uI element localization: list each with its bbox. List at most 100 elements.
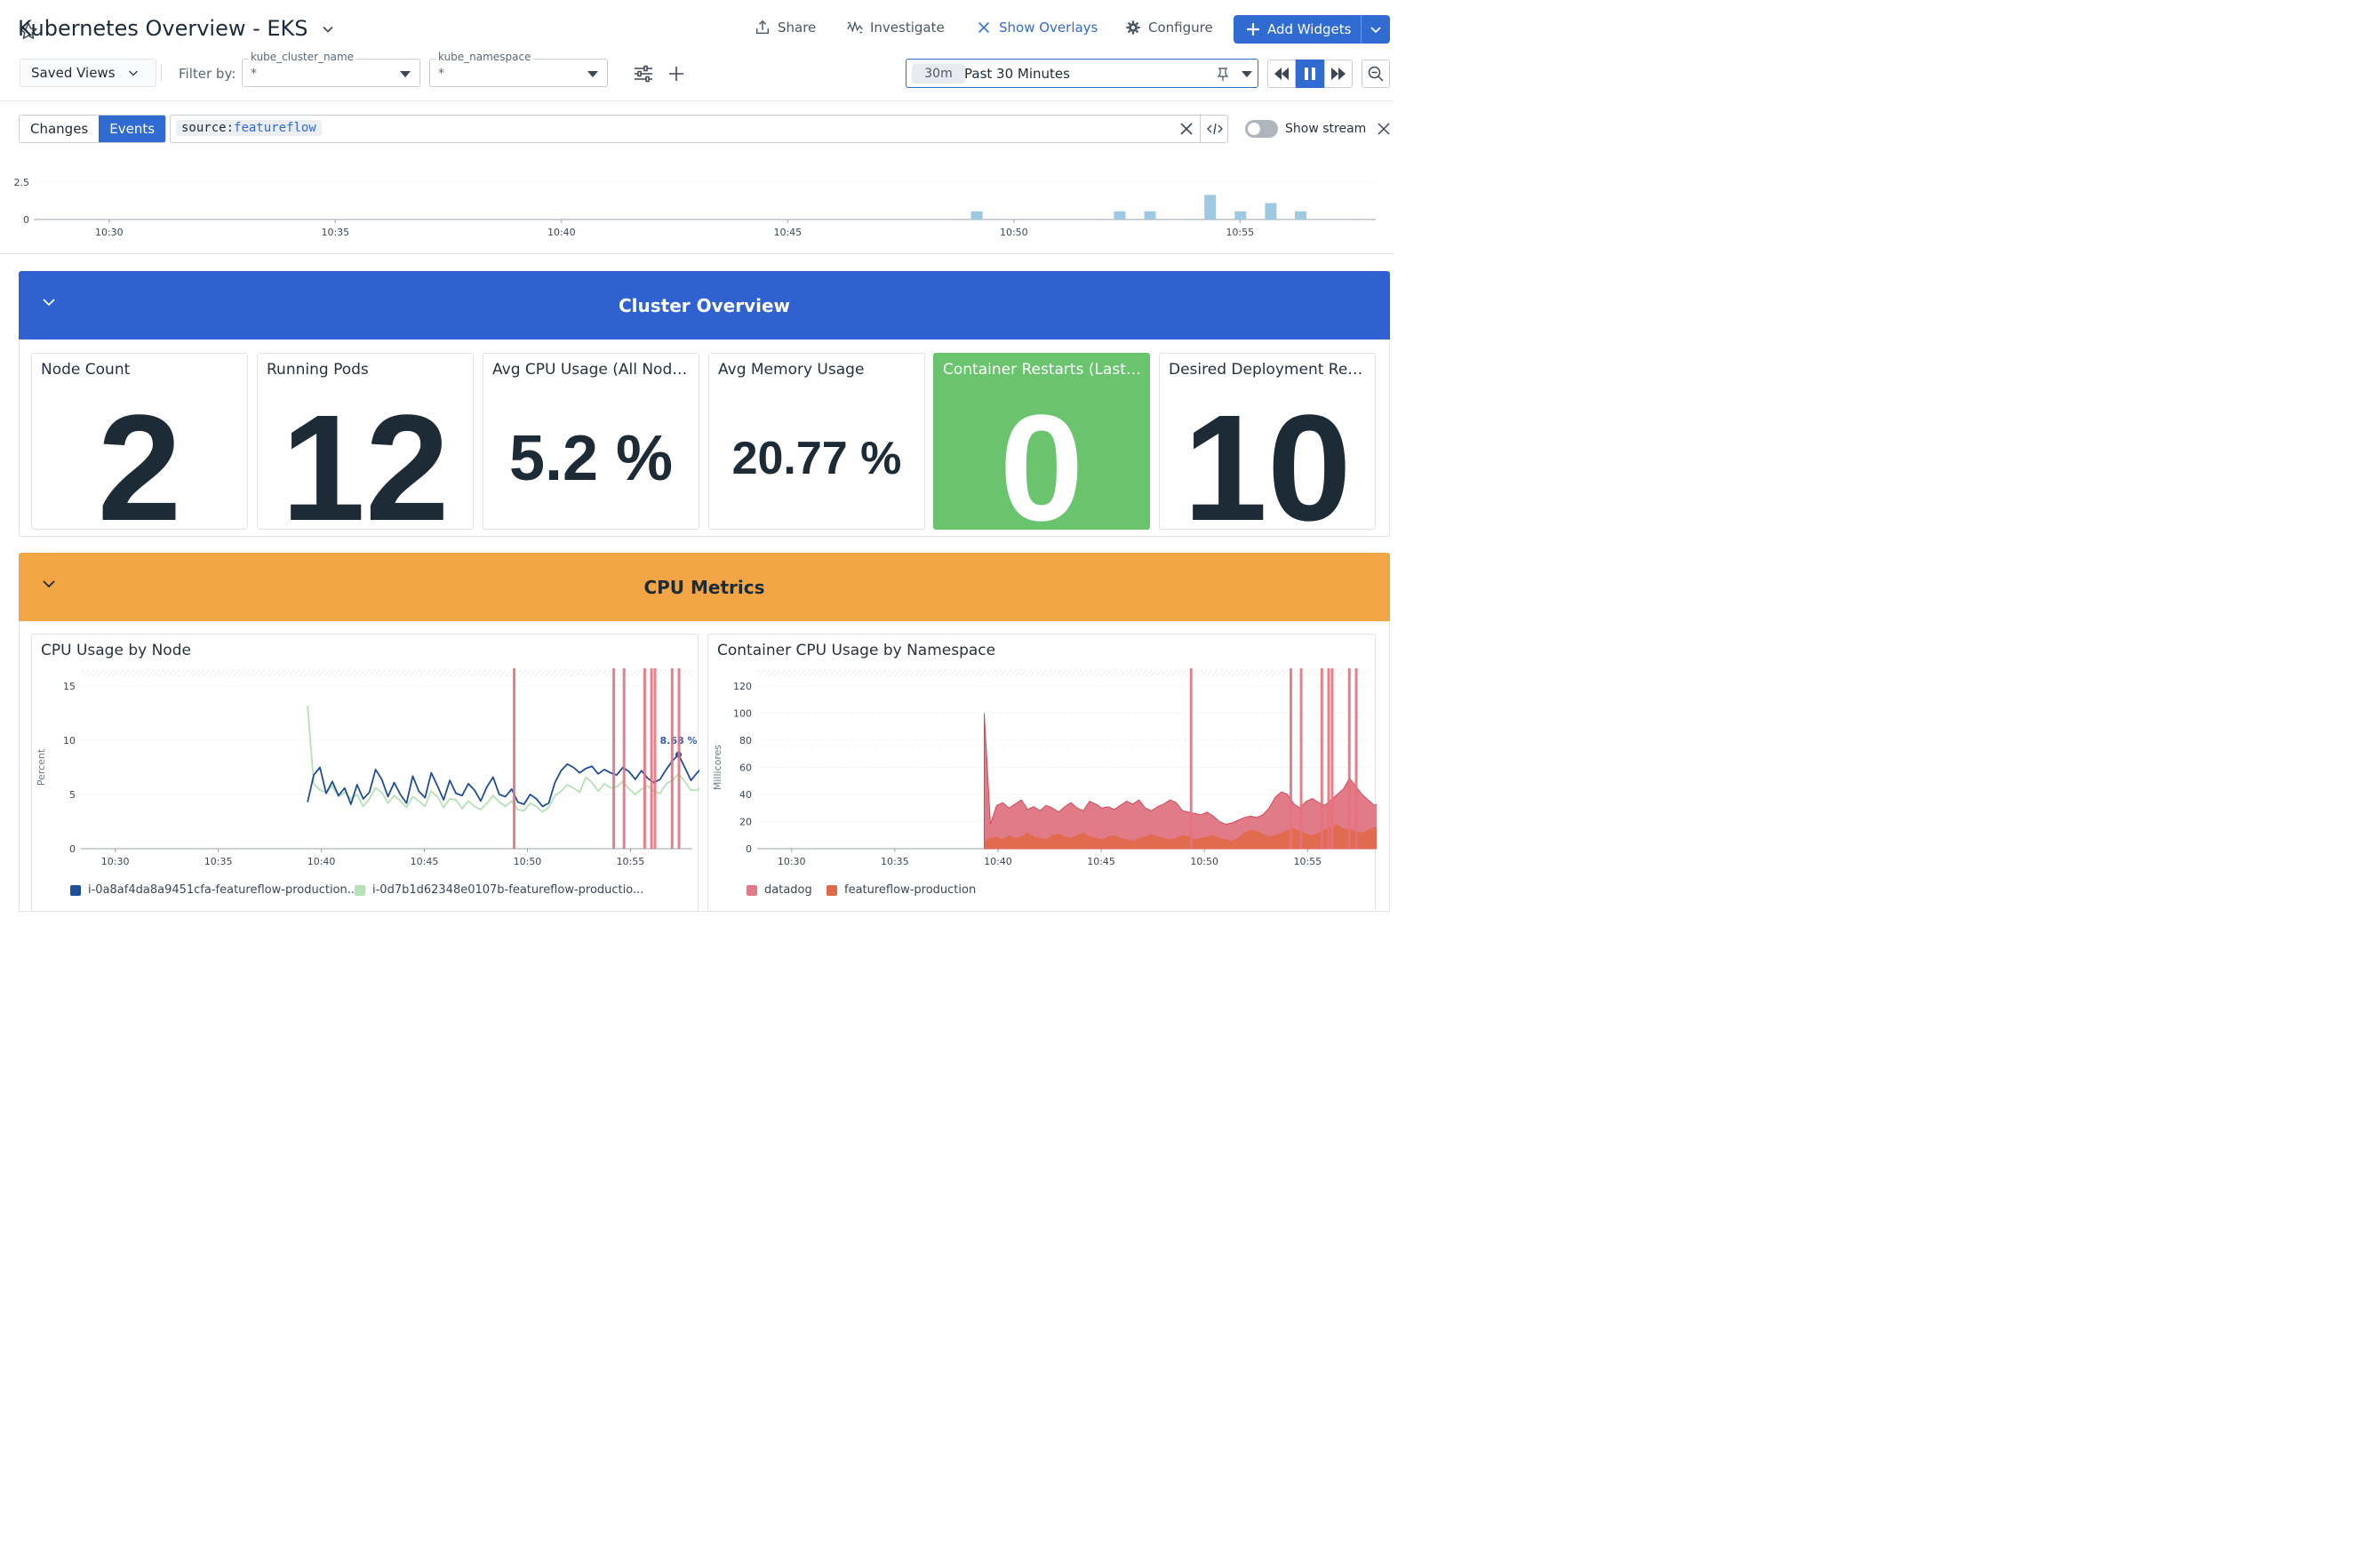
legend-item[interactable]: i-0a8af4da8a9451cfa-featureflow-producti… (70, 883, 358, 897)
show-overlays-button[interactable]: Show Overlays (976, 20, 1098, 36)
y-axis-label: Millicores (712, 745, 723, 791)
y-tick-label: 20 (739, 817, 752, 828)
x-tick-label: 10:35 (321, 227, 349, 238)
event-marker (677, 668, 681, 849)
area-datadog (983, 713, 1377, 850)
cpu-usage-by-node-chart[interactable]: 15 10 5 0 Percent 10:30 10:35 10:40 10:45 10:50 10… (32, 666, 699, 888)
event-marker (643, 668, 646, 849)
close-events-icon[interactable] (1377, 122, 1391, 140)
rewind-button[interactable] (1267, 60, 1296, 88)
stat-card[interactable]: Avg CPU Usage (All Nodes) 5.2 % (483, 353, 699, 530)
tab-events[interactable]: Events (99, 116, 166, 142)
cpu-usage-by-node-widget[interactable]: CPU Usage by Node 15 10 5 0 Percent 10:30 10:3… (31, 634, 699, 912)
event-histogram: 2.5 0 10:30 10:35 10:40 10:45 10:50 10:55 (14, 177, 1376, 238)
legend-item[interactable]: featureflow-production (827, 883, 976, 897)
configure-button[interactable]: Configure (1125, 20, 1213, 36)
x-tick-label: 10:30 (778, 856, 806, 867)
investigate-icon (847, 20, 863, 34)
event-search-input[interactable]: source:featureflow (170, 115, 1228, 143)
rewind-icon (1274, 68, 1289, 80)
event-marker (622, 668, 626, 849)
kube-namespace-filter[interactable]: kube_namespace * (429, 51, 608, 87)
x-tick-label: 10:55 (617, 856, 645, 867)
saved-views-dropdown[interactable]: Saved Views (20, 59, 156, 87)
stat-card[interactable]: Running Pods 12 (257, 353, 474, 544)
x-tick-label: 10:55 (1293, 856, 1322, 867)
y-tick-label: 80 (739, 735, 752, 747)
add-widgets-dropdown[interactable] (1362, 15, 1390, 44)
filter-by-label: Filter by: (179, 66, 236, 82)
fast-forward-icon (1331, 68, 1346, 80)
stat-number: 20.77 (731, 433, 848, 484)
kube-cluster-name-filter[interactable]: kube_cluster_name * (242, 51, 420, 87)
time-range-picker[interactable]: 30m Past 30 Minutes (906, 59, 1258, 88)
stat-card[interactable]: Desired Deployment Repl... 10 (1159, 353, 1376, 544)
y-tick-label: 10 (63, 735, 76, 747)
fast-forward-button[interactable] (1324, 60, 1353, 88)
dashboard-title[interactable]: Kubernetes Overview - EKS (18, 16, 334, 41)
chevron-down-icon (128, 70, 138, 76)
event-bar (1114, 211, 1126, 220)
y-tick-label: 100 (733, 708, 752, 720)
chevron-down-icon[interactable] (42, 296, 56, 308)
y-tick-label: 60 (739, 763, 752, 774)
legend-swatch (747, 884, 757, 896)
pause-icon (1305, 68, 1315, 80)
cpu-metrics-body (19, 621, 1390, 912)
legend-label: datadog (764, 883, 812, 897)
code-icon (1206, 123, 1223, 135)
gear-icon (1126, 20, 1140, 35)
event-marker (1347, 668, 1351, 849)
x-tick-label: 10:35 (881, 856, 909, 867)
chevron-down-icon[interactable] (322, 23, 334, 36)
query-token[interactable]: source:featureflow (176, 120, 322, 136)
container-cpu-by-namespace-chart[interactable]: 120 100 80 60 40 20 0 Millicores 10:30 10:35 10:40… (708, 666, 1377, 888)
legend-item[interactable]: datadog (747, 883, 812, 897)
pause-button[interactable] (1296, 60, 1324, 88)
stat-number: 0 (999, 384, 1084, 554)
stat-card[interactable]: Container Restarts (Last ... 0 (933, 353, 1150, 544)
stat-title: Container Restarts (Last ... (943, 361, 1144, 379)
filter-label: kube_namespace (435, 51, 534, 63)
add-widgets-button[interactable]: Add Widgets (1234, 15, 1390, 44)
x-tick-label: 10:35 (204, 856, 233, 867)
legend-swatch (355, 884, 365, 896)
code-toggle[interactable] (1200, 116, 1228, 142)
chevron-down-icon[interactable] (42, 578, 56, 590)
star-icon[interactable] (19, 21, 38, 44)
clear-icon[interactable] (1179, 122, 1194, 136)
event-bar (1144, 211, 1156, 220)
x-tick-label: 10:55 (1226, 227, 1254, 238)
divider (161, 64, 162, 82)
stat-unit: % (598, 423, 674, 494)
legend-item[interactable]: i-0d7b1d62348e0107b-featureflow-producti… (355, 883, 643, 897)
share-button[interactable]: Share (755, 20, 816, 36)
add-widgets-main[interactable]: Add Widgets (1234, 15, 1362, 44)
cpu-metrics-header[interactable]: CPU Metrics (19, 553, 1390, 621)
x-tick-label: 10:40 (984, 856, 1012, 867)
plus-icon (1247, 23, 1259, 36)
stat-card[interactable]: Avg Memory Usage 20.77 % (708, 353, 925, 530)
tab-changes[interactable]: Changes (30, 121, 89, 137)
hatch-band (81, 669, 692, 676)
event-marker (612, 668, 616, 849)
caret-down-icon[interactable] (1242, 71, 1252, 77)
stat-card[interactable]: Node Count 2 (31, 353, 248, 544)
event-bar (1234, 211, 1247, 220)
pin-icon[interactable] (1217, 68, 1229, 82)
cluster-overview-header[interactable]: Cluster Overview (19, 271, 1390, 339)
show-stream-toggle[interactable] (1245, 120, 1278, 138)
y-tick-label: 120 (733, 681, 752, 692)
zoom-out-button[interactable] (1362, 60, 1390, 88)
show-stream-label: Show stream (1285, 122, 1367, 136)
y-tick-label: 2.5 (14, 177, 30, 188)
legend-label: featureflow-production (844, 883, 977, 897)
event-bar (1265, 203, 1277, 220)
stat-value: 10 (1160, 393, 1375, 544)
container-cpu-by-namespace-widget[interactable]: Container CPU Usage by Namespace 120 100 8… (707, 634, 1377, 912)
sliders-icon[interactable] (634, 65, 653, 86)
add-filter-icon[interactable] (668, 66, 684, 85)
time-range-badge: 30m (912, 64, 965, 84)
investigate-button[interactable]: Investigate (847, 20, 945, 36)
x-tick-label: 10:45 (1087, 856, 1115, 867)
